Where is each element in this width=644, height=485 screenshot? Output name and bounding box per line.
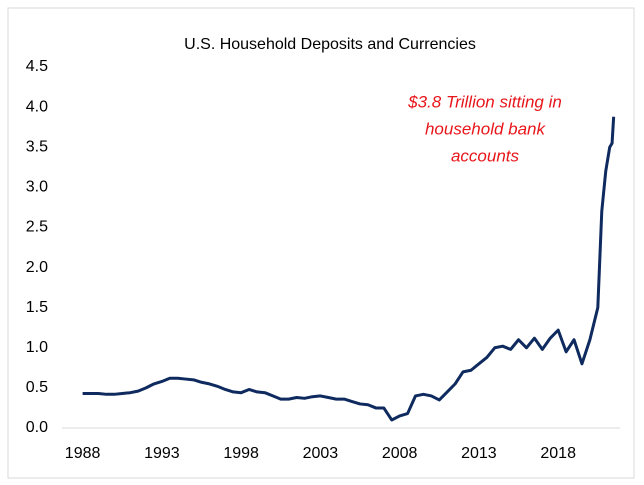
line-series: [82, 116, 616, 422]
x-tick-label: 1998: [223, 445, 259, 462]
x-tick-label: 2013: [461, 445, 497, 462]
x-tick-label: 2008: [382, 445, 418, 462]
y-tick-label: 3.5: [26, 138, 48, 155]
y-tick-label: 3.0: [26, 179, 48, 196]
y-tick-label: 0.0: [26, 419, 48, 436]
annotation: accounts: [451, 146, 520, 165]
chart-title: U.S. Household Deposits and Currencies: [184, 36, 476, 53]
y-tick-label: 4.0: [26, 98, 48, 115]
y-tick-label: 0.5: [26, 379, 48, 396]
y-tick-label: 1.0: [26, 339, 48, 356]
y-tick-label: 4.5: [26, 58, 48, 75]
x-tick-label: 1988: [65, 445, 101, 462]
y-tick-label: 1.5: [26, 299, 48, 316]
annotation: household bank: [425, 119, 547, 138]
annotation: $3.8 Trillion sitting in: [407, 92, 562, 111]
x-tick-label: 1993: [144, 445, 180, 462]
x-tick-label: 2003: [303, 445, 339, 462]
y-tick-label: 2.0: [26, 259, 48, 276]
x-tick-label: 2018: [540, 445, 576, 462]
chart-border: [7, 7, 635, 479]
y-tick-label: 2.5: [26, 219, 48, 236]
